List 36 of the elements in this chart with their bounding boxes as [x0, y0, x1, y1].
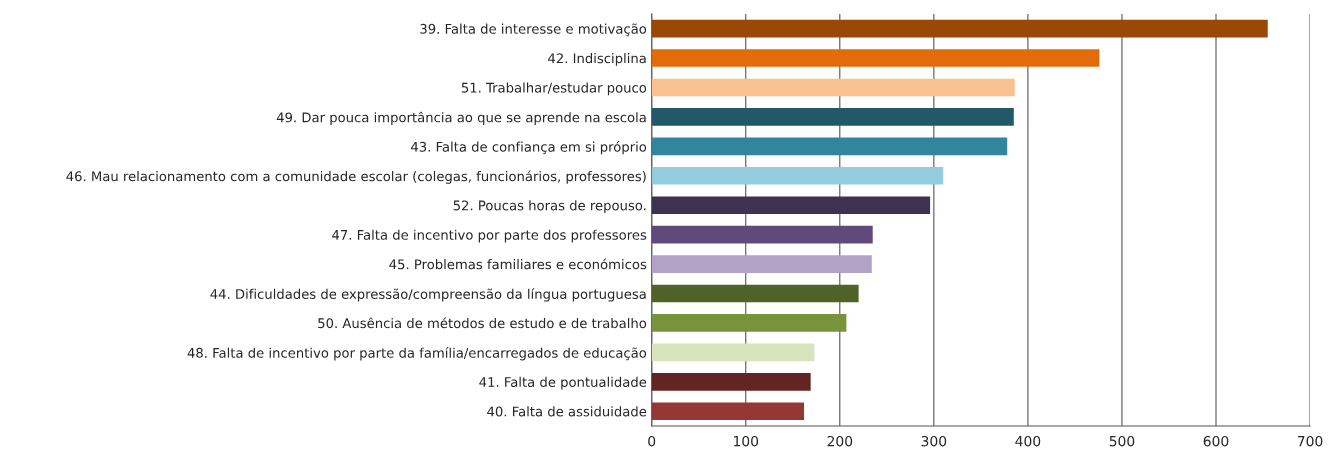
y-tick-label: 46. Mau relacionamento com a comunidade escolar (colegas, funcionários, professores) — [66, 170, 646, 184]
y-tick-label: 50. Ausência de métodos de estudo e de trabalho — [318, 317, 647, 329]
bar — [651, 166, 944, 185]
bar — [651, 284, 859, 303]
x-tick-label: 200 — [827, 435, 853, 447]
y-tick-label: 39. Falta de interesse e motivação — [420, 23, 647, 37]
bar — [651, 78, 1015, 97]
bar — [651, 108, 1014, 126]
bar — [651, 225, 873, 244]
y-tick-label: 45. Problemas familiares e económicos — [389, 258, 647, 270]
x-tick-label: 300 — [921, 435, 947, 447]
y-tick-label: 40. Falta de assiduidade — [487, 406, 647, 417]
x-tick-label: 0 — [648, 435, 656, 447]
y-tick-label: 47. Falta de incentivo por parte dos professores — [332, 229, 647, 243]
bar — [651, 49, 1100, 67]
bar — [651, 343, 815, 362]
y-tick-label: 43. Falta de confiança em si próprio — [411, 141, 647, 155]
y-tick-label: 52. Poucas horas de repouso. — [453, 200, 646, 213]
y-tick-label: 48. Falta de incentivo por parte da família/encarregados de educação — [187, 347, 647, 361]
bar — [651, 314, 847, 332]
y-tick-label: 51. Trabalhar/estudar pouco — [461, 82, 647, 96]
y-tick-label: 49. Dar pouca importância ao que se aprende na escola — [276, 111, 646, 125]
bar — [651, 372, 811, 391]
x-tick-label: 600 — [1203, 435, 1229, 447]
x-tick-label: 400 — [1015, 435, 1041, 447]
bar — [651, 19, 1268, 38]
y-tick-label: 44. Dificuldades de expressão/compreensão da língua portuguesa — [210, 288, 646, 302]
bar — [651, 255, 872, 273]
bar — [651, 402, 805, 421]
x-tick-label: 100 — [734, 435, 759, 447]
bar — [651, 196, 931, 215]
x-tick-label: 500 — [1109, 435, 1135, 447]
bar — [651, 137, 1008, 156]
y-tick-label: 41. Falta de pontualidade — [479, 376, 647, 390]
x-tick-label: 700 — [1297, 435, 1323, 447]
y-tick-label: 42. Indisciplina — [548, 53, 646, 66]
